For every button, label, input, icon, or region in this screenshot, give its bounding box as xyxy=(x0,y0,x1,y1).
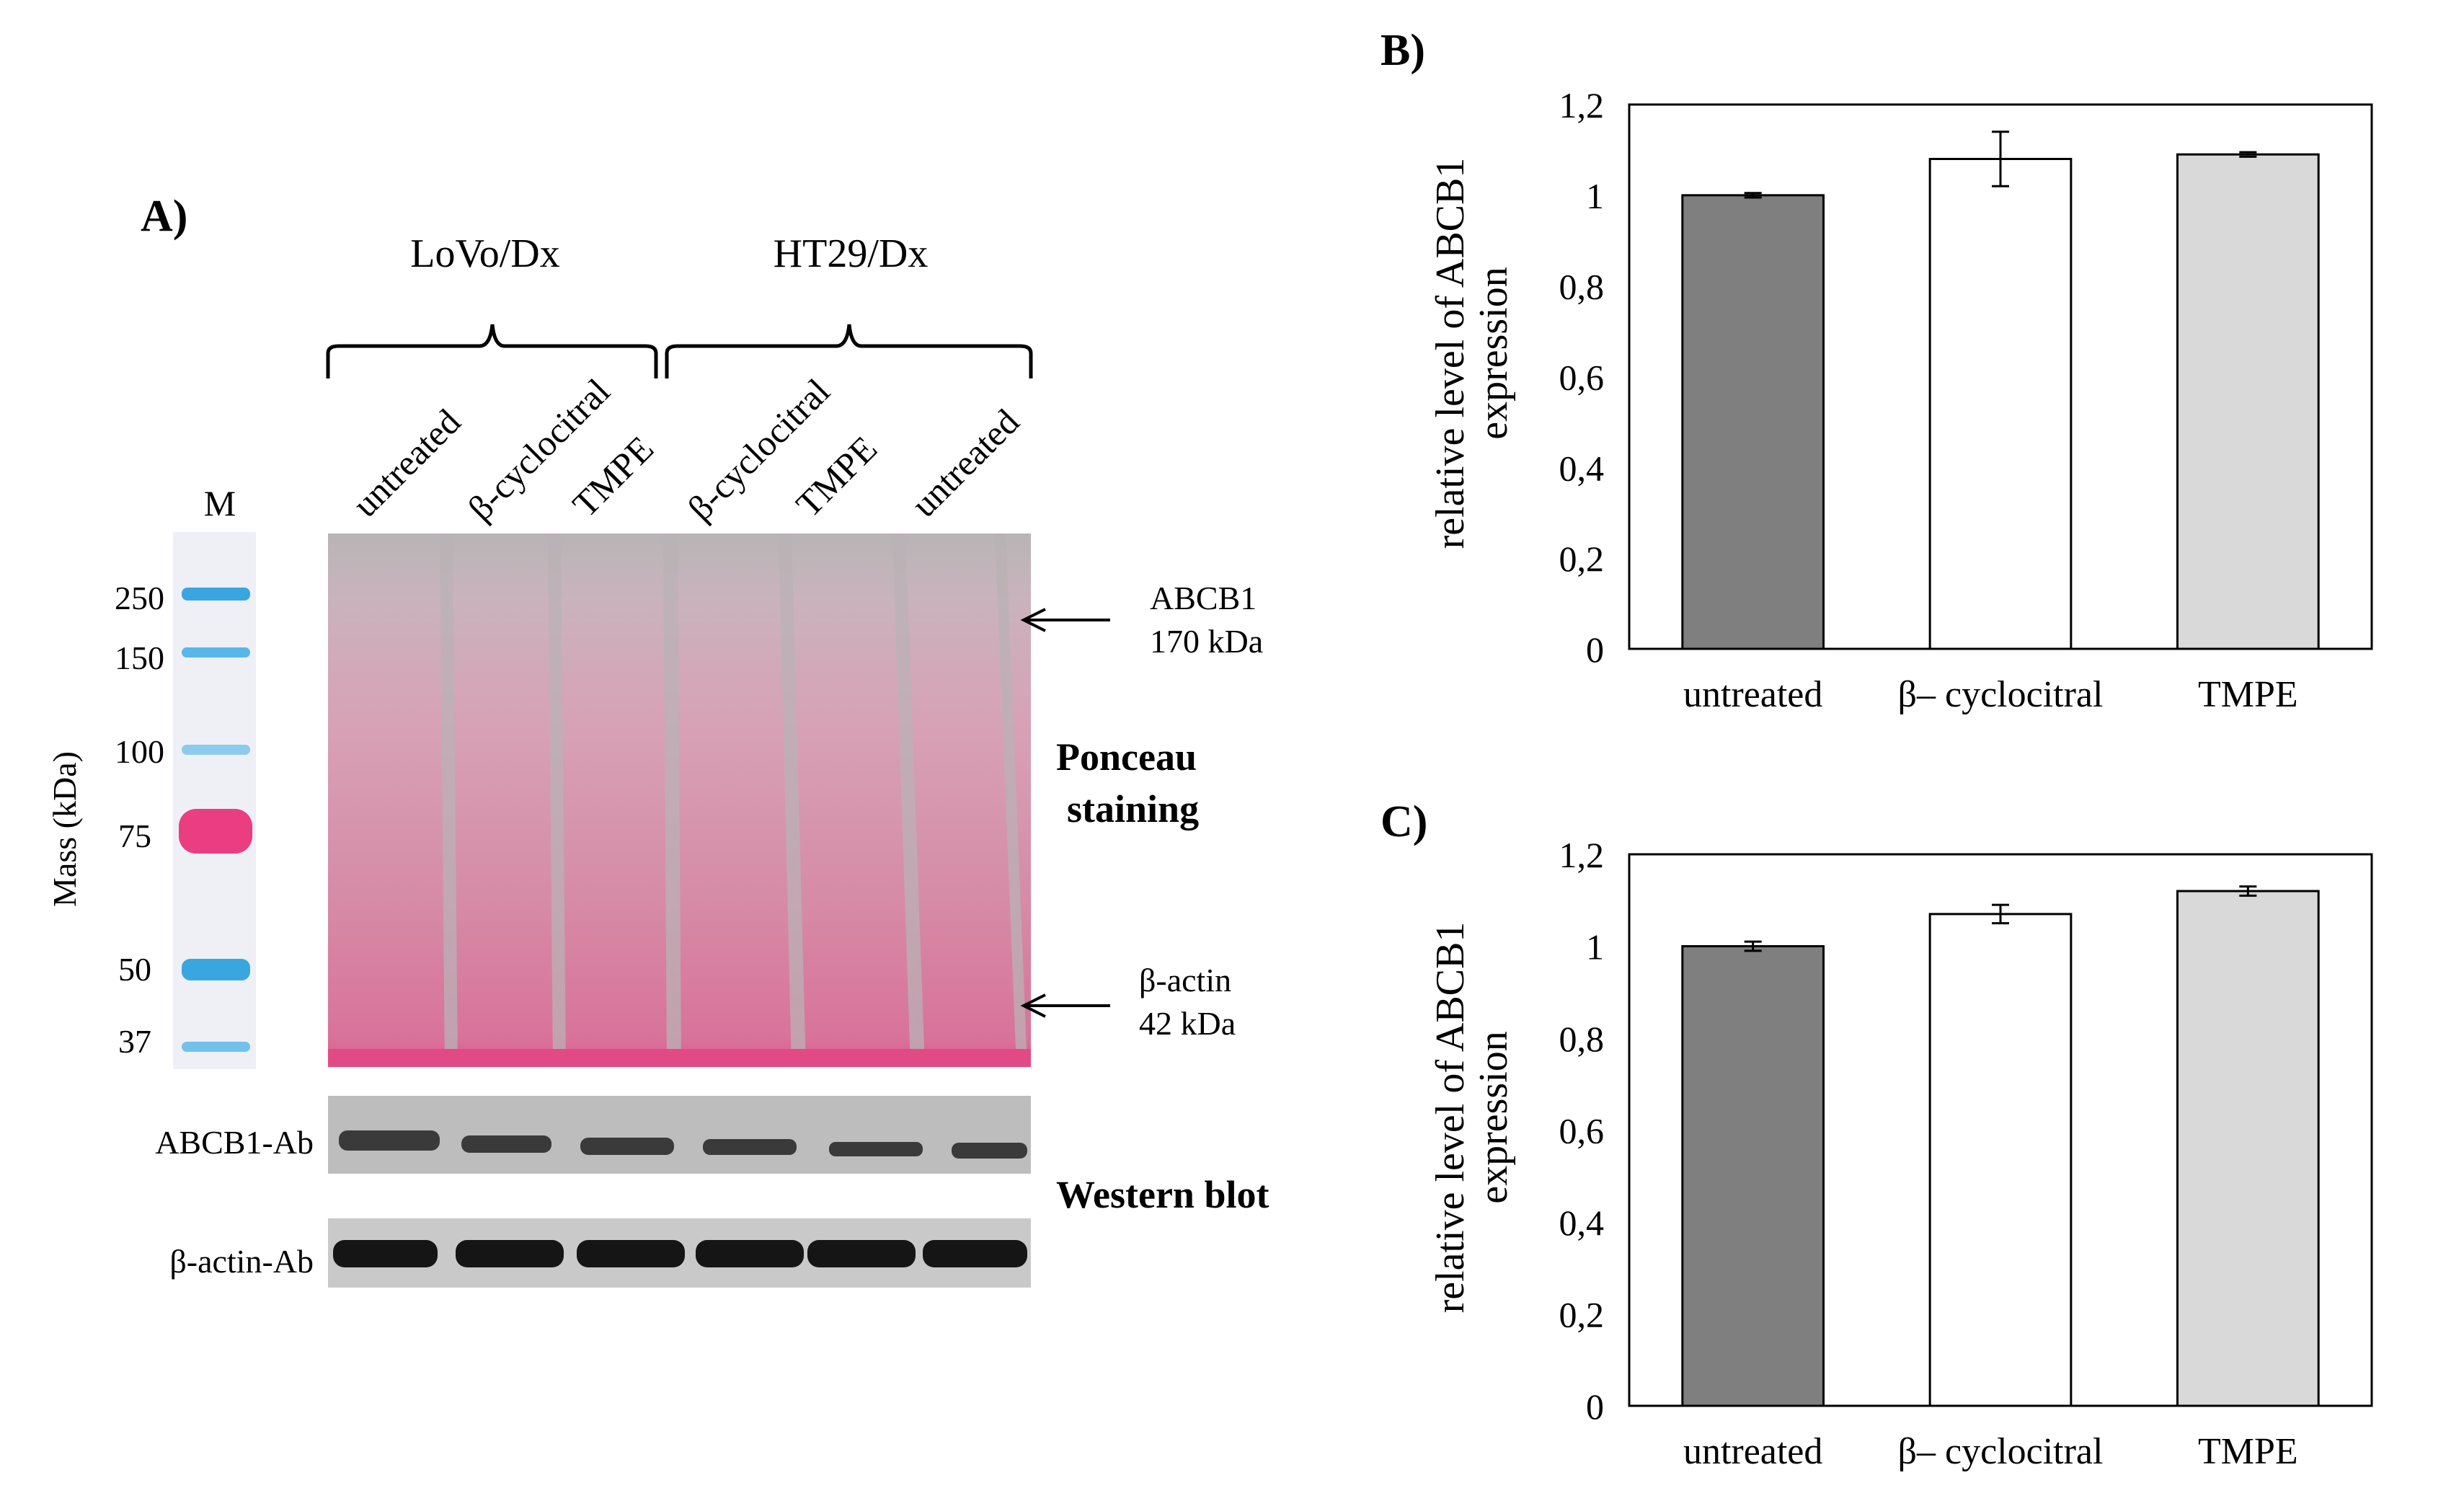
abcb1-blot-bands xyxy=(339,1130,1027,1159)
x-tick-label: TMPE xyxy=(2198,674,2298,715)
marker-mass-labels: 250 150 100 75 50 37 xyxy=(115,580,164,1060)
panel-c-label: C) xyxy=(1381,797,1427,846)
x-tick-label: β– cyclocitral xyxy=(1898,674,2104,715)
actin-ab-label: β-actin-Ab xyxy=(169,1243,314,1280)
x-tick-label: untreated xyxy=(1683,674,1822,715)
y-tick-label: 0,4 xyxy=(1559,448,1605,488)
marker-label: M xyxy=(204,483,236,523)
error-bar-0 xyxy=(1744,192,1762,199)
mass-100: 100 xyxy=(115,733,164,770)
lane-label-1: untreated xyxy=(345,402,468,525)
x-tick-labels: untreated β– cyclocitral TMPE xyxy=(1683,1431,2298,1472)
mass-150: 150 xyxy=(115,639,164,676)
bar-1 xyxy=(1928,158,2073,650)
x-tick-labels: untreated β– cyclocitral TMPE xyxy=(1683,674,2298,715)
y-tick-label: 0,4 xyxy=(1559,1203,1605,1243)
ylabel-line1: relative level of ABCB1 xyxy=(1428,158,1473,549)
brace-lovo xyxy=(326,324,658,378)
error-bar-2 xyxy=(2239,151,2257,158)
group-label-ht29: HT29/Dx xyxy=(774,231,929,276)
x-tick-label: TMPE xyxy=(2198,1431,2298,1472)
y-tick-label: 1,2 xyxy=(1559,85,1605,125)
y-tick-label: 1 xyxy=(1586,176,1604,216)
mass-axis-label: Mass (kDa) xyxy=(46,751,83,907)
abcb1-arrow-label: ABCB1 xyxy=(1150,580,1257,616)
ponceau-lane-gaps xyxy=(440,533,1027,1067)
y-tick-label: 0 xyxy=(1586,1386,1604,1427)
y-tick-label: 1,2 xyxy=(1559,835,1605,875)
western-blot-label: Western blot xyxy=(1056,1173,1269,1216)
mass-37: 37 xyxy=(118,1023,151,1060)
bar-1 xyxy=(1928,913,2073,1407)
error-bars xyxy=(1744,130,2257,199)
error-bars xyxy=(1744,885,2257,952)
lane-label-3: TMPE xyxy=(564,428,661,525)
ylabel-line2: expression xyxy=(1471,267,1516,440)
marker-band-100 xyxy=(182,745,250,755)
bar-2 xyxy=(2176,890,2320,1407)
error-bar-1 xyxy=(1992,130,2009,187)
ponceau-membrane xyxy=(328,533,1031,1067)
marker-bands xyxy=(179,588,252,1052)
error-bar-0 xyxy=(1744,940,1762,952)
y-tick-label: 0 xyxy=(1586,629,1604,670)
bar-0 xyxy=(1681,945,1825,1407)
bar-2 xyxy=(2176,153,2320,650)
marker-band-150 xyxy=(182,647,250,657)
y-tick-label: 0,6 xyxy=(1559,358,1605,398)
chart-c: C) relative level of ABCB1 expression 00… xyxy=(1381,797,2373,1472)
y-tick-label: 1 xyxy=(1586,927,1604,967)
actin-arrow-label: β-actin xyxy=(1139,962,1231,998)
y-tick-label: 0,2 xyxy=(1559,539,1605,579)
marker-band-250 xyxy=(182,588,250,601)
ylabel-line2: expression xyxy=(1471,1031,1516,1204)
marker-lane xyxy=(173,532,256,1069)
y-tick-label: 0,8 xyxy=(1559,267,1605,307)
bars xyxy=(1681,153,2320,650)
lane-label-6: untreated xyxy=(903,402,1027,525)
x-tick-label: untreated xyxy=(1683,1431,1822,1472)
lane-labels: untreated β-cyclocitral TMPE β-cyclocitr… xyxy=(345,371,1027,528)
mass-75: 75 xyxy=(118,818,151,854)
actin-mass-label: 42 kDa xyxy=(1139,1005,1236,1042)
y-tick-label: 0,8 xyxy=(1559,1019,1605,1059)
lane-label-5: TMPE xyxy=(788,428,885,525)
y-tick-labels: 0 0,2 0,4 0,6 0,8 1 1,2 xyxy=(1559,85,1605,670)
marker-band-75 xyxy=(179,809,252,854)
error-bar-2 xyxy=(2239,885,2257,897)
y-tick-labels: 0 0,2 0,4 0,6 0,8 1 1,2 xyxy=(1559,835,1605,1427)
mass-250: 250 xyxy=(115,580,164,616)
panel-a-western-blot: A) LoVo/Dx HT29/Dx untreated β-cyclocitr… xyxy=(46,192,1269,1288)
abcb1-blot-strip xyxy=(328,1096,1031,1174)
y-tick-label: 0,2 xyxy=(1559,1295,1605,1335)
group-label-lovo: LoVo/Dx xyxy=(410,231,559,276)
brace-ht29 xyxy=(665,324,1033,378)
panel-a-label: A) xyxy=(141,192,187,241)
actin-blot-bands xyxy=(333,1240,1027,1267)
chart-b: B) relative level of ABCB1 expression 00… xyxy=(1381,26,2373,715)
ylabel-line1: relative level of ABCB1 xyxy=(1428,922,1473,1314)
panel-b-label: B) xyxy=(1381,26,1425,75)
marker-band-50 xyxy=(182,959,250,980)
error-bar-1 xyxy=(1992,903,2009,925)
abcb1-mass-label: 170 kDa xyxy=(1150,623,1263,660)
y-tick-label: 0,6 xyxy=(1559,1111,1605,1151)
bars xyxy=(1681,890,2320,1407)
ponceau-label-line1: Ponceau xyxy=(1056,735,1197,779)
marker-band-37 xyxy=(182,1042,250,1052)
actin-arrow xyxy=(1020,993,1110,1018)
abcb1-ab-label: ABCB1-Ab xyxy=(155,1124,314,1161)
mass-50: 50 xyxy=(118,951,151,988)
ponceau-label-line2: staining xyxy=(1067,787,1199,831)
bar-0 xyxy=(1681,194,1825,650)
abcb1-arrow xyxy=(1020,608,1110,632)
x-tick-label: β– cyclocitral xyxy=(1898,1431,2104,1472)
